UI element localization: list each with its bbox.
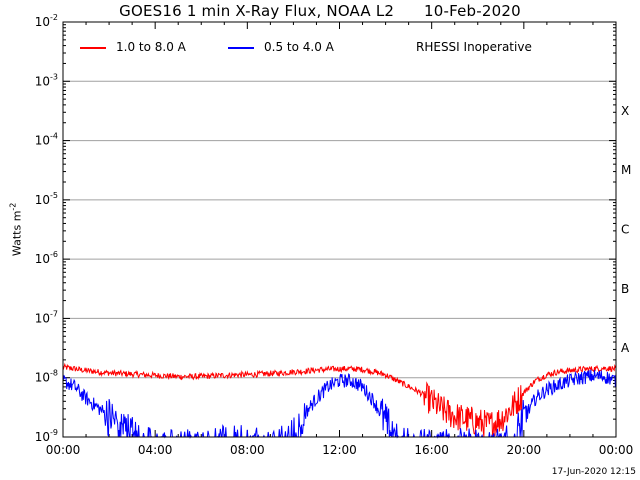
y-axis-label: Watts m-2 <box>8 202 24 257</box>
rhessi-note: RHESSI Inoperative <box>416 40 532 54</box>
x-tick-label: 04:00 <box>138 443 173 457</box>
y-tick-label: 10-6 <box>35 250 58 266</box>
y-tick-label: 10-7 <box>35 309 58 325</box>
legend-label-long: 1.0 to 8.0 A <box>116 40 186 54</box>
x-tick-label: 16:00 <box>414 443 449 457</box>
series-short-line <box>62 369 617 439</box>
x-tick-label: 00:00 <box>599 443 634 457</box>
y-tick-label: 10-4 <box>35 132 58 148</box>
y-tick-label: 10-8 <box>35 369 58 385</box>
y-tick-label: 10-5 <box>35 191 58 207</box>
y-tick-label: 10-9 <box>35 428 58 444</box>
chart-title: GOES16 1 min X-Ray Flux, NOAA L2 10-Feb-… <box>119 2 521 20</box>
legend-label-short: 0.5 to 4.0 A <box>264 40 334 54</box>
x-tick-label: 08:00 <box>230 443 265 457</box>
x-tick-label: 20:00 <box>507 443 542 457</box>
x-tick-label: 00:00 <box>46 443 81 457</box>
legend-swatch-long <box>80 46 106 49</box>
flare-class-label: A <box>621 341 630 355</box>
x-tick-label: 12:00 <box>322 443 357 457</box>
y-tick-label: 10-3 <box>35 72 58 88</box>
legend-swatch-short <box>228 46 254 49</box>
flare-class-label: X <box>621 104 629 118</box>
series-long-line <box>62 362 617 438</box>
flare-class-label: C <box>621 223 629 237</box>
flare-class-label: M <box>621 163 631 177</box>
plot-frame <box>62 21 617 438</box>
y-tick-label: 10-2 <box>35 13 58 29</box>
timestamp-footer: 17-Jun-2020 12:15 <box>551 467 636 477</box>
legend-item-long: 1.0 to 8.0 A <box>80 40 186 54</box>
legend-item-short: 0.5 to 4.0 A <box>228 40 334 54</box>
flare-class-label: B <box>621 282 629 296</box>
